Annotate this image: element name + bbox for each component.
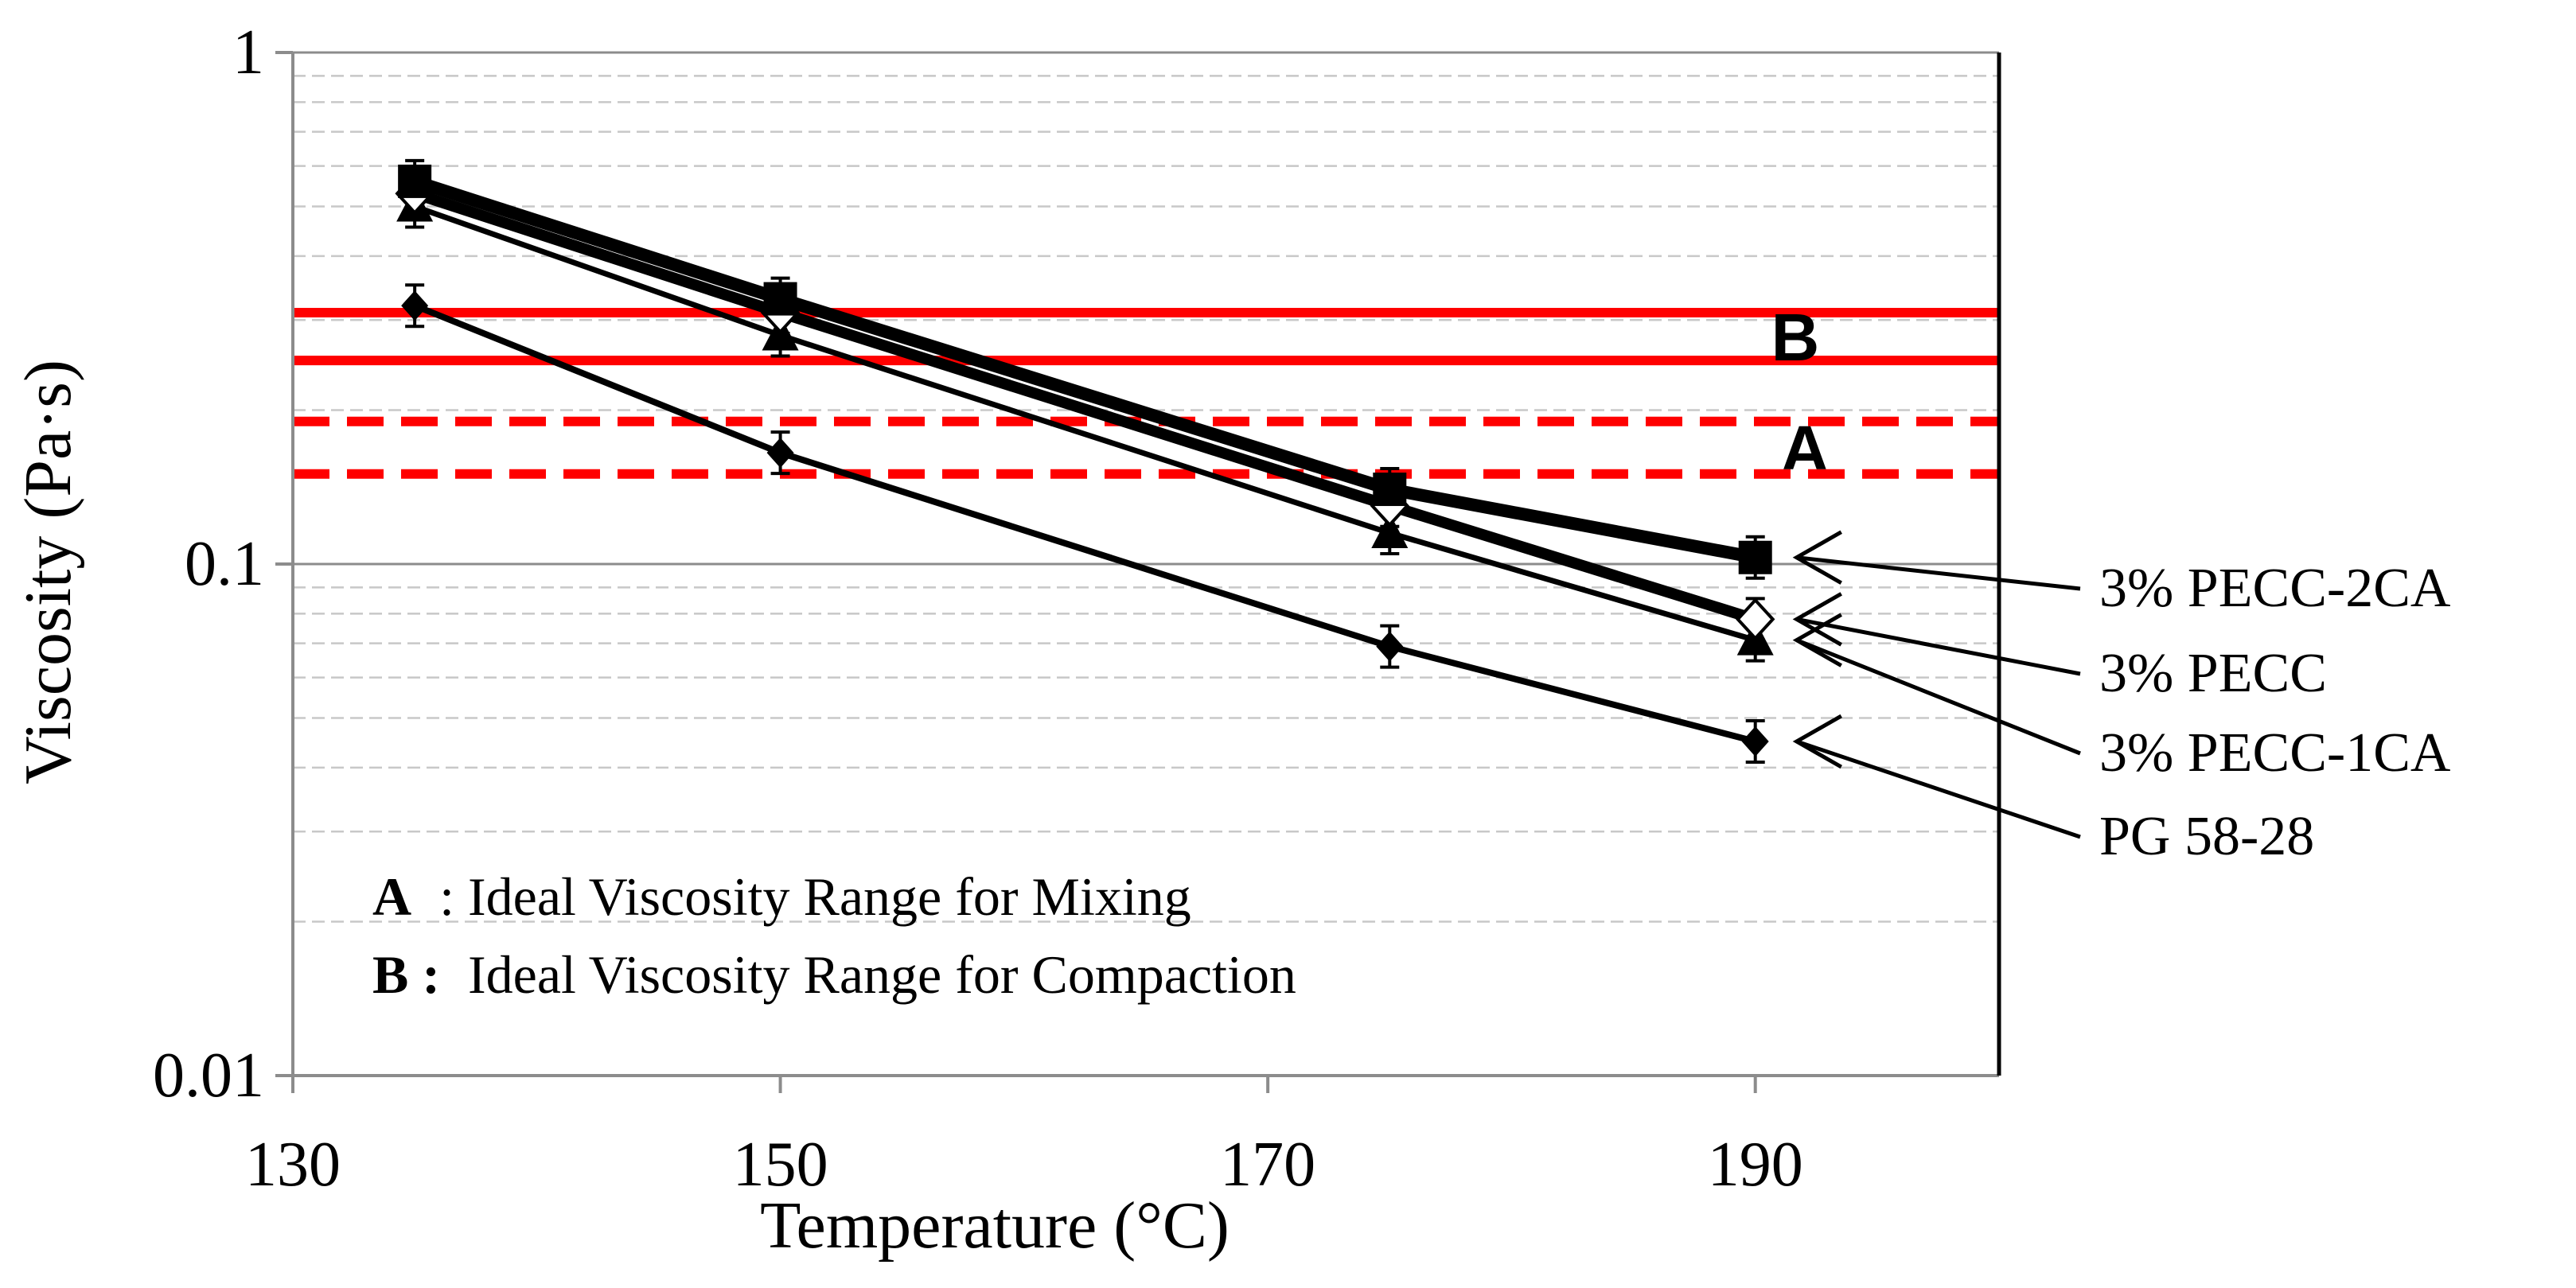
series-label-pecc-1ca: 3% PECC-1CA [2099,722,2451,784]
note-compaction-text: Ideal Viscosity Range for Compaction [468,944,1296,1005]
leader-line [1796,617,2081,676]
marker-pg-58-28 [766,438,794,469]
marker-3-pecc-2ca [763,282,797,316]
x-tick-label: 190 [1708,1130,1803,1200]
axis-titles: Temperature (°C) Viscosity (Pa·s) [11,360,1230,1263]
leader-arrowhead [1792,592,1842,647]
marker-3-pecc-2ca [398,164,432,198]
note-compaction-prefix: B : [372,944,440,1005]
marker-3-pecc-1ca [1371,512,1409,548]
x-tick-label: 150 [733,1130,828,1200]
series-line-3-pecc-1ca [413,204,1756,643]
series-label-pecc: 3% PECC [2099,643,2327,704]
range-tag-b: B [1771,300,1820,375]
series-group [395,158,1775,764]
leader-line [1795,739,2081,839]
leader-arrowhead [1792,714,1842,769]
note-mixing-text: : Ideal Viscosity Range for Mixing [439,866,1191,927]
y-axis-title: Viscosity (Pa·s) [11,360,85,784]
leader-line [1795,638,2081,756]
marker-3-pecc [1736,597,1775,641]
note-mixing: A : Ideal Viscosity Range for Mixing [372,866,1191,927]
axes: 0.01 0.1 1 130 150 170 190 [153,18,2001,1200]
y-tick-label: 1 [232,18,264,88]
leader-line [1796,555,2081,591]
leader-arrowhead [1792,613,1842,667]
marker-pg-58-28 [1741,726,1769,757]
series-labels: 3% PECC-2CA 3% PECC 3% PECC-1CA PG 58-28 [1792,530,2451,867]
note-mixing-prefix: A [372,866,411,927]
x-axis-title: Temperature (°C) [760,1189,1230,1263]
range-lines [293,308,1999,479]
range-tags: B A [1771,300,1830,487]
y-tick-label: 0.1 [185,529,264,599]
marker-3-pecc-2ca [1373,473,1407,507]
series-label-pg58-28: PG 58-28 [2099,806,2314,867]
series-line-pg-58-28 [413,302,1756,745]
x-tick-label: 130 [245,1130,341,1200]
marker-3-pecc-2ca [1738,540,1772,574]
marker-pg-58-28 [401,290,429,321]
series-line-3-pecc-2ca [412,175,1757,564]
range-notes: A : Ideal Viscosity Range for Mixing B :… [372,866,1296,1005]
series-line-3-pecc [412,188,1757,625]
marker-pg-58-28 [1376,631,1404,662]
leader-arrowhead [1792,530,1842,585]
note-compaction: B : Ideal Viscosity Range for Compaction [372,944,1296,1005]
x-tick-label: 170 [1220,1130,1315,1200]
range-tag-a: A [1781,412,1830,487]
y-tick-label: 0.01 [153,1041,264,1111]
series-label-pecc-2ca: 3% PECC-2CA [2099,558,2451,619]
